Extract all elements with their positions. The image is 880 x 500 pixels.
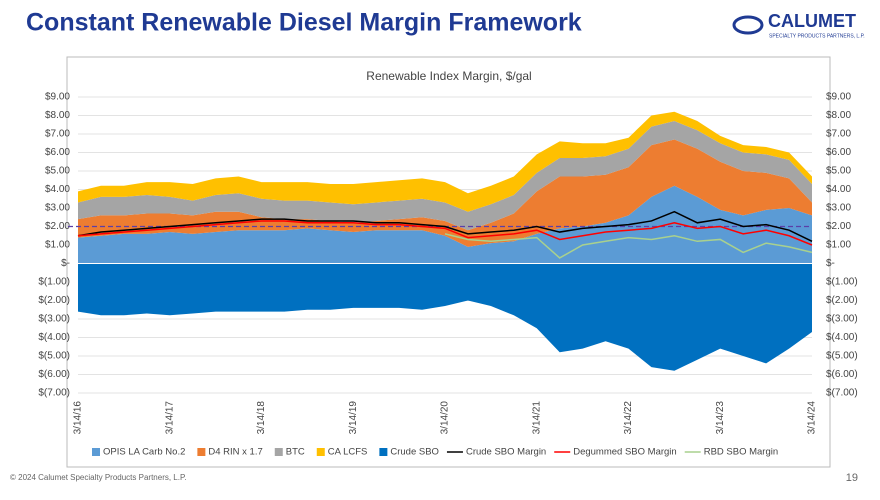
legend-entry: RBD SBO Margin [684, 447, 778, 458]
y-tick-label: $(1.00) [38, 277, 70, 288]
y-tick-label: $3.00 [45, 203, 70, 214]
y2-tick-label: $6.00 [826, 147, 851, 158]
y2-tick-label: $- [826, 258, 835, 269]
legend-entry: BTC [274, 447, 305, 458]
logo-text: CALUMET [768, 11, 856, 31]
y-tick-label: $5.00 [45, 166, 70, 177]
y-tick-label: $7.00 [45, 129, 70, 140]
line [77, 210, 813, 242]
plot: $9.00 $9.00 $8.00 $8.00 $7.00 $7.00 $6.00 $6.00… [38, 92, 857, 458]
line [444, 233, 813, 259]
y2-tick-label: $(1.00) [826, 277, 858, 288]
y-tick-label: $(3.00) [38, 314, 70, 325]
area [78, 139, 812, 247]
y2-tick-label: $(5.00) [826, 351, 858, 362]
y2-tick-label: $7.00 [826, 129, 851, 140]
x-tick-label: 3/14/19 [348, 401, 359, 435]
y-tick-label: $(2.00) [38, 295, 70, 306]
y-tick-label: $1.00 [45, 240, 70, 251]
area [78, 111, 812, 212]
area [78, 121, 812, 231]
y2-tick-label: $5.00 [826, 166, 851, 177]
legend-swatch [316, 448, 325, 456]
y2-tick-label: $3.00 [826, 203, 851, 214]
y-tick-label: $2.00 [45, 221, 70, 232]
legend-label: Degummed SBO Margin [573, 447, 676, 458]
y-tick-label: $(4.00) [38, 332, 70, 343]
x-tick-label: 3/14/20 [440, 401, 451, 435]
page-number: 19 [846, 472, 858, 484]
logo: CALUMET SPECIALTY PRODUCTS PARTNERS, L.P… [732, 11, 865, 39]
y-tick-label: $4.00 [45, 184, 70, 195]
logo-mark [732, 15, 764, 35]
legend-entry: CA LCFS [316, 447, 368, 458]
legend-entry: Crude SBO Margin [446, 447, 546, 458]
legend-entry: Crude SBO [379, 447, 439, 458]
y-tick-label: $(6.00) [38, 369, 70, 380]
y2-tick-label: $4.00 [826, 184, 851, 195]
legend-label: OPIS LA Carb No.2 [103, 447, 185, 458]
legend-entry: OPIS LA Carb No.2 [92, 447, 185, 458]
legend-label: RBD SBO Margin [704, 447, 778, 458]
legend-swatch [274, 448, 283, 456]
chart-title: Renewable Index Margin, $/gal [366, 69, 531, 83]
y2-tick-label: $(2.00) [826, 295, 858, 306]
y2-tick-label: $9.00 [826, 92, 851, 103]
x-tick-label: 3/14/23 [715, 401, 726, 435]
x-tick-label: 3/14/17 [164, 401, 175, 435]
y-tick-label: $(7.00) [38, 388, 70, 399]
slide-title: Constant Renewable Diesel Margin Framewo… [26, 9, 582, 37]
line [77, 220, 813, 246]
y2-tick-label: $8.00 [826, 110, 851, 121]
x-tick-label: 3/14/24 [807, 401, 818, 435]
x-tick-label: 3/14/18 [256, 401, 267, 435]
y2-tick-label: $1.00 [826, 240, 851, 251]
y2-tick-label: $2.00 [826, 221, 851, 232]
y2-tick-label: $(6.00) [826, 369, 858, 380]
y-tick-label: $(5.00) [38, 351, 70, 362]
area [78, 185, 812, 264]
legend-label: BTC [286, 447, 305, 458]
y-tick-label: $6.00 [45, 147, 70, 158]
legend-label: Crude SBO Margin [466, 447, 546, 458]
legend-swatch [92, 448, 100, 456]
chart-frame [66, 56, 831, 468]
area [78, 263, 812, 371]
copyright: © 2024 Calumet Specialty Products Partne… [10, 473, 187, 482]
y-tick-label: $- [61, 258, 70, 269]
legend-entry: Degummed SBO Margin [554, 447, 677, 458]
x-tick-label: 3/14/22 [623, 401, 634, 435]
y2-tick-label: $(3.00) [826, 314, 858, 325]
legend-label: CA LCFS [328, 447, 368, 458]
y2-tick-label: $(7.00) [826, 388, 858, 399]
legend-label: D4 RIN x 1.7 [208, 447, 262, 458]
legend-label: Crude SBO [390, 447, 439, 458]
x-tick-label: 3/14/16 [73, 401, 84, 435]
legend-entry: D4 RIN x 1.7 [197, 447, 263, 458]
y2-tick-label: $(4.00) [826, 332, 858, 343]
logo-subtext: SPECIALTY PRODUCTS PARTNERS, L.P. [769, 33, 865, 39]
legend-swatch [379, 448, 388, 456]
legend-swatch [197, 448, 206, 456]
y-tick-label: $9.00 [45, 92, 70, 103]
y-tick-label: $8.00 [45, 110, 70, 121]
x-tick-label: 3/14/21 [531, 401, 542, 435]
